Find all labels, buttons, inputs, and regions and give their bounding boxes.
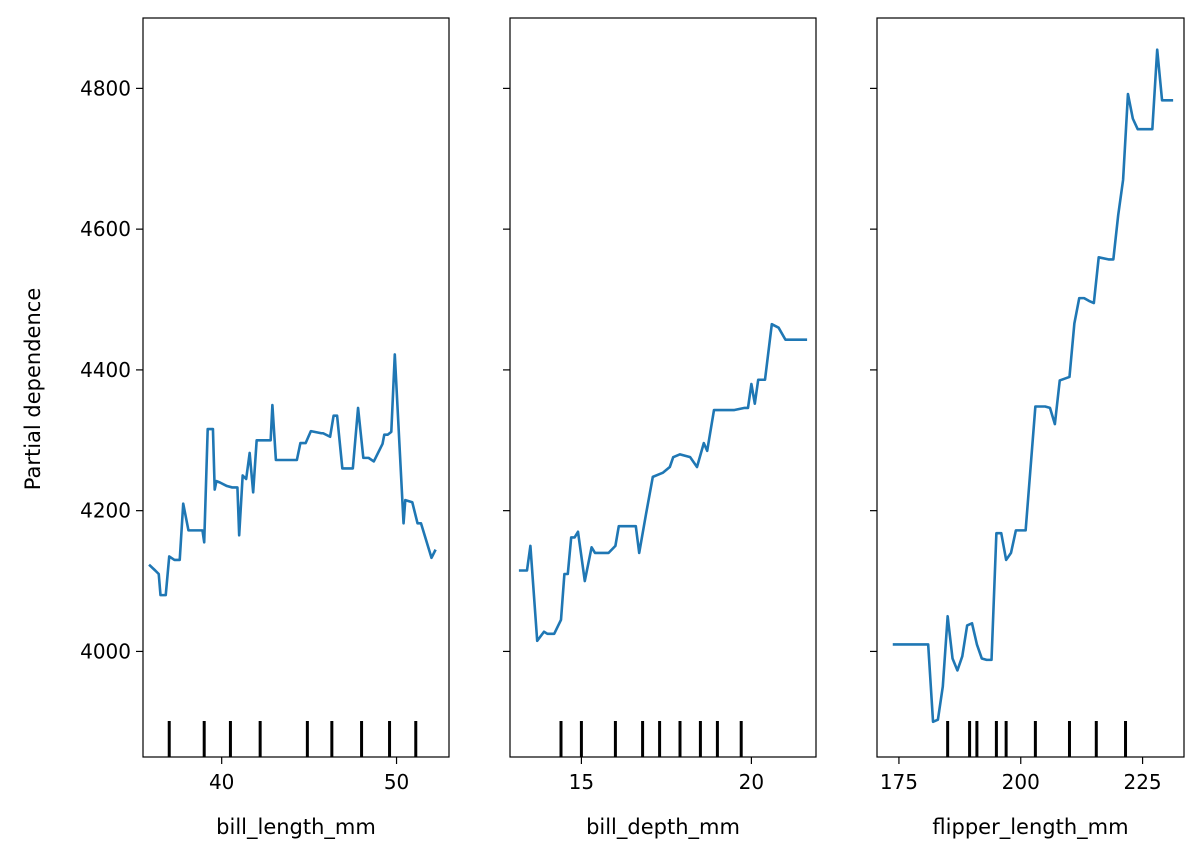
y-tick-label-4800: 4800	[80, 76, 131, 100]
x-tick-label-200: 200	[1002, 770, 1040, 794]
y-tick-label-4000: 4000	[80, 639, 131, 663]
axes-frame	[876, 17, 1185, 758]
axes-frame	[509, 17, 817, 758]
x-tick-label-50: 50	[384, 770, 409, 794]
y-tick-label-4400: 4400	[80, 358, 131, 382]
x-axis-label: bill_length_mm	[216, 815, 376, 840]
chart-panel-2: 15 20 bill_depth_mm	[503, 17, 817, 840]
x-axis-label: flipper_length_mm	[932, 815, 1128, 840]
x-tick-label-225: 225	[1123, 770, 1161, 794]
chart-panel-1: 40 50 4000 4200 4400 4600 4800 bill_length_mm	[80, 17, 450, 840]
figure-ylabel: Partial dependence	[21, 288, 45, 491]
x-tick-label-175: 175	[880, 770, 918, 794]
x-tick-label-40: 40	[209, 770, 234, 794]
x-tick-label-15: 15	[569, 770, 594, 794]
y-tick-label-4200: 4200	[80, 499, 131, 523]
y-tick-label-4600: 4600	[80, 217, 131, 241]
axes-frame	[142, 17, 450, 758]
series-line	[518, 322, 808, 643]
x-axis-label: bill_depth_mm	[586, 815, 740, 840]
x-tick-label-20: 20	[739, 770, 764, 794]
series-line	[148, 353, 437, 597]
chart-panel-3: 175 200 225 flipper_length_mm	[870, 17, 1185, 840]
series-line	[892, 48, 1174, 724]
